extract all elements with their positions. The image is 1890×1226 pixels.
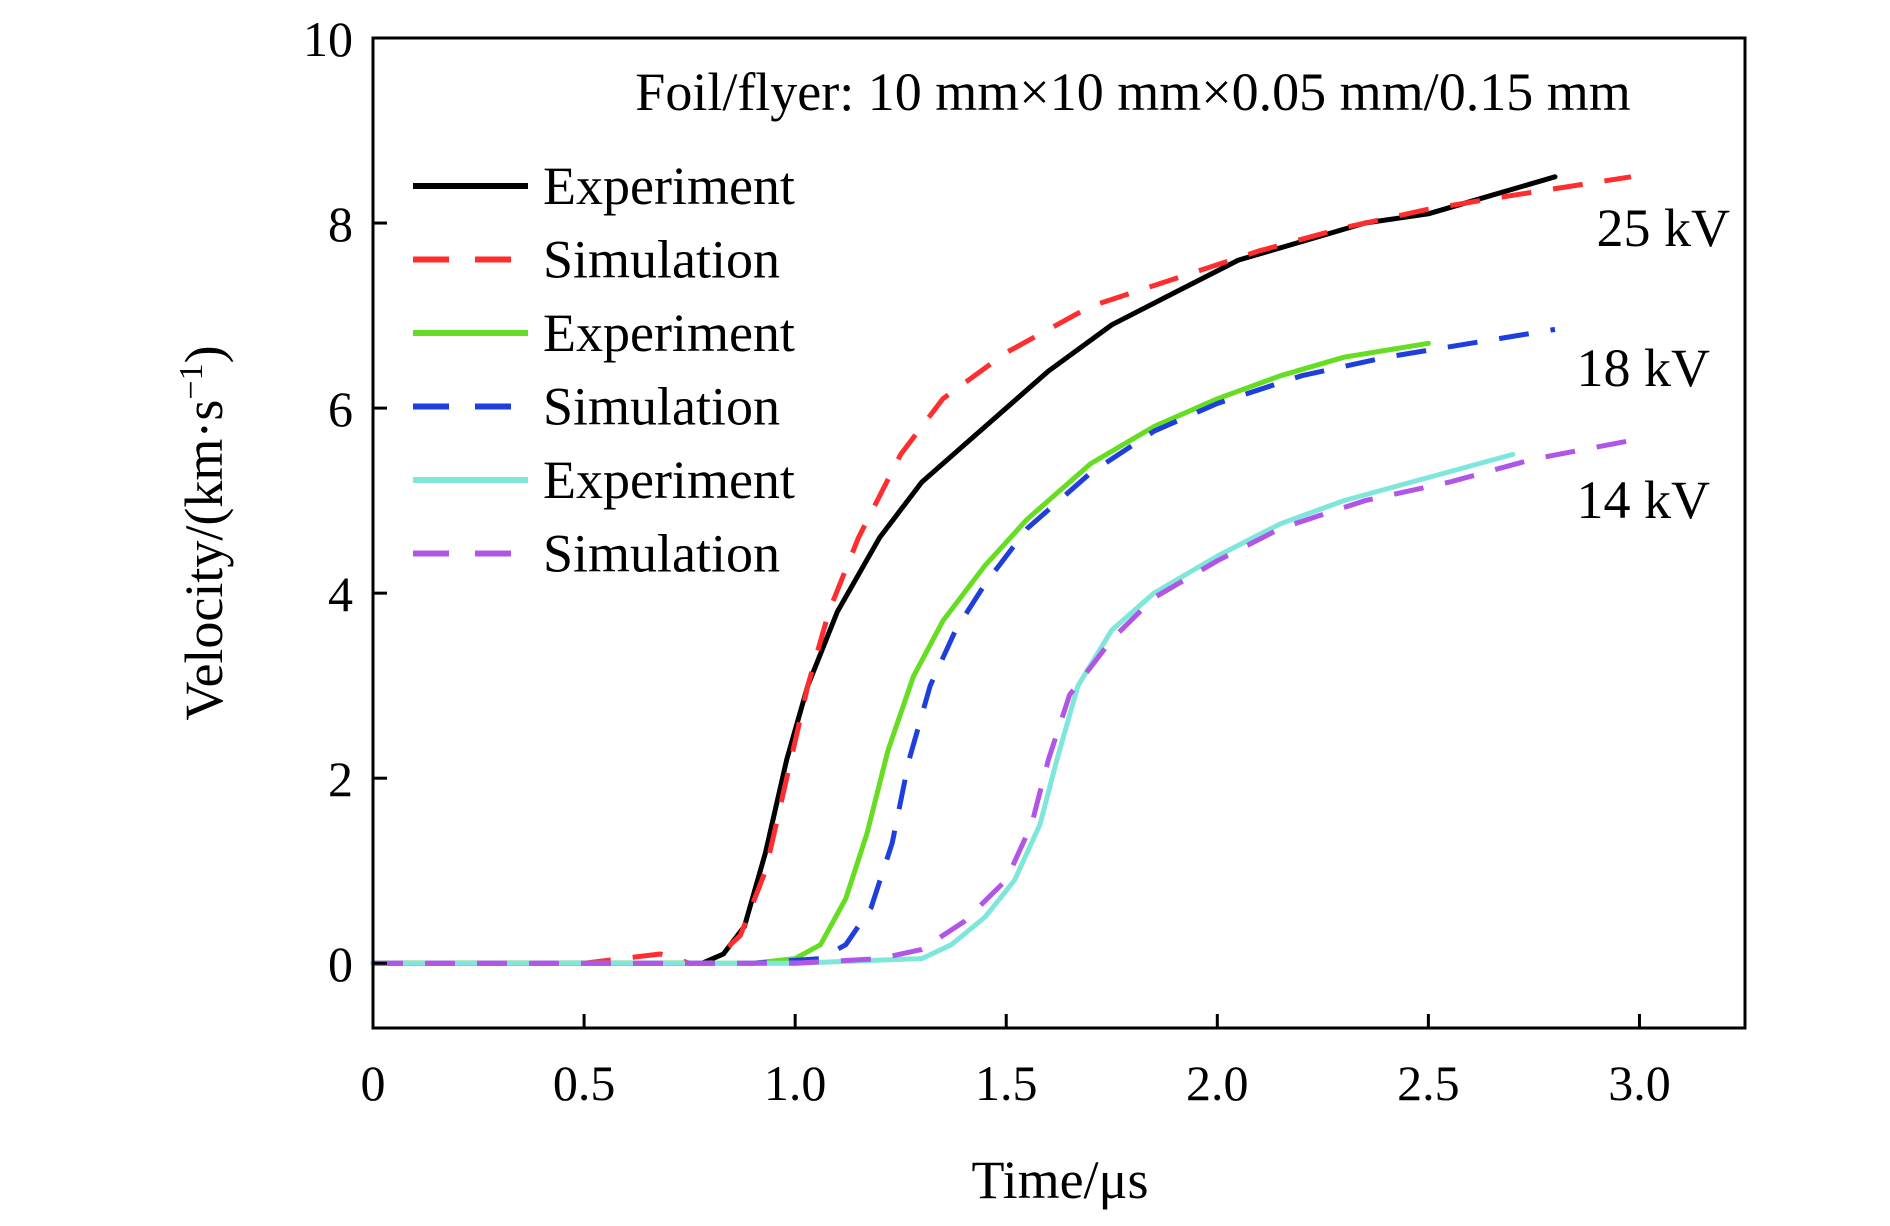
y-tick-label: 6	[328, 381, 353, 437]
series-line-18kv-simulation	[373, 326, 1556, 966]
legend-label: Experiment	[543, 303, 795, 363]
legend-label: Simulation	[543, 230, 780, 290]
x-tick-label: 3.0	[1608, 1055, 1671, 1111]
legend-label: Experiment	[543, 156, 795, 216]
x-tick-label: 0	[361, 1055, 386, 1111]
y-tick-label: 10	[303, 11, 353, 67]
legend: Experiment Simulation Experiment Simulation…	[413, 156, 795, 584]
y-axis-title-main: Velocity/(km·s	[174, 400, 234, 721]
legend-label: Simulation	[543, 524, 780, 584]
legend-label: Experiment	[543, 450, 795, 510]
series-line-14kv-experiment	[370, 451, 1516, 966]
voltage-label-14kv: 14 kV	[1577, 470, 1711, 530]
plot-frame	[371, 36, 1747, 1030]
voltage-label-18kv: 18 kV	[1577, 338, 1711, 398]
legend-label: Simulation	[543, 377, 780, 437]
y-tick-label: 2	[328, 751, 353, 807]
y-axis-title: Velocity/(km·s−1)	[173, 345, 234, 720]
voltage-label-25kv: 25 kV	[1597, 198, 1731, 258]
x-axis-title: Time/μs	[971, 1150, 1148, 1210]
series-layer	[370, 174, 1632, 966]
chart-annotation: Foil/flyer: 10 mm×10 mm×0.05 mm/0.15 mm	[635, 62, 1630, 122]
x-tick-label: 0.5	[553, 1055, 616, 1111]
x-tick-label: 1.5	[975, 1055, 1038, 1111]
series-line-18kv-experiment	[370, 340, 1431, 966]
series-line-14kv-simulation	[373, 438, 1632, 966]
y-tick-label: 8	[328, 196, 353, 252]
y-axis-title-superscript: −1	[173, 363, 210, 399]
x-axis: 0 0.5 1.0 1.5 2.0 2.5 3.0	[361, 1014, 1671, 1111]
x-tick-label: 2.0	[1186, 1055, 1249, 1111]
x-tick-label: 2.5	[1397, 1055, 1460, 1111]
x-tick-label: 1.0	[764, 1055, 827, 1111]
y-tick-label: 4	[328, 566, 353, 622]
y-axis: 0 2 4 6 8 10	[303, 11, 387, 992]
y-tick-label: 0	[328, 936, 353, 992]
y-axis-title-close: )	[174, 345, 234, 363]
